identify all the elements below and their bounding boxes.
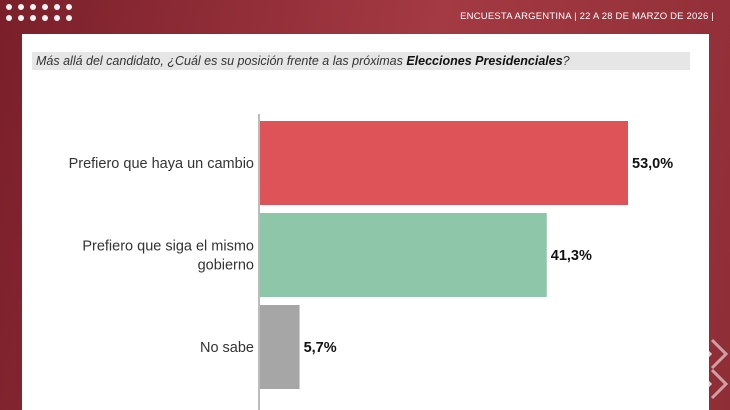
category-label-2: Prefiero que siga el mismo gobierno (82, 239, 254, 274)
chart-panel: Más allá del candidato, ¿Cuál es su posi… (22, 34, 709, 410)
bar-3 (260, 305, 300, 389)
category-label-1: Prefiero que haya un cambio (69, 156, 254, 172)
value-label-1: 53,0% (632, 156, 673, 172)
value-label-2: 41,3% (551, 248, 592, 264)
decorative-dots (6, 4, 86, 26)
value-label-3: 5,7% (304, 340, 337, 356)
survey-header: ENCUESTA ARGENTINA | 22 A 28 DE MARZO DE… (460, 11, 714, 22)
bar-chart: 53,0% Prefiero que haya un cambio 41,3% Pre… (22, 34, 709, 410)
bar-2 (260, 213, 547, 297)
bar-1 (260, 121, 628, 205)
decorative-chevrons (690, 330, 730, 410)
category-label-3: No sabe (200, 340, 254, 356)
